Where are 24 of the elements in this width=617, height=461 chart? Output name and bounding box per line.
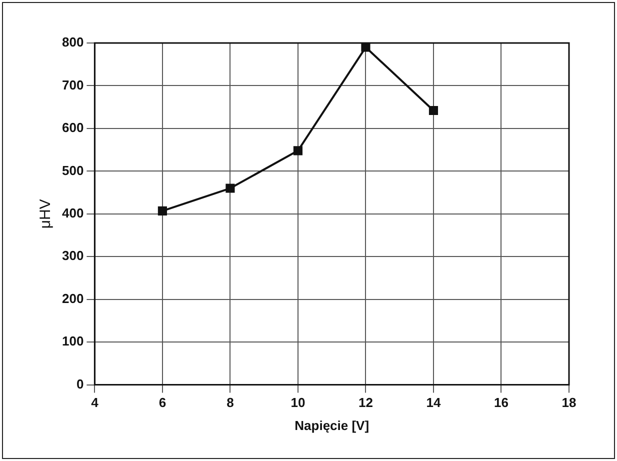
y-tick-label: 800 [62, 34, 84, 50]
x-tick-label: 16 [494, 395, 508, 410]
point [361, 43, 370, 52]
x-tick-label: 4 [91, 395, 100, 410]
point [428, 106, 438, 116]
point [158, 206, 167, 216]
y-tick-label: 500 [62, 162, 84, 178]
y-tick-label: 600 [62, 120, 84, 136]
y-tick-label: 300 [62, 248, 84, 264]
x-tick-label: 6 [158, 395, 166, 410]
y-tick-label: 700 [62, 77, 84, 92]
x-tick-label: 18 [562, 395, 576, 410]
x-tick-label: 14 [426, 395, 442, 410]
y-tick-label: 200 [62, 290, 84, 306]
y-tick-label: 100 [62, 334, 84, 349]
x-tick-label: 8 [226, 395, 234, 410]
point [226, 184, 235, 193]
y-tick-label: 0 [76, 376, 84, 392]
x-tick-label: 10 [290, 395, 306, 410]
y-axis-title: μHV [37, 199, 54, 229]
x-axis-title: Napięcie [V] [294, 418, 370, 433]
x-tick-label: 12 [358, 395, 373, 410]
y-tick-label: 400 [62, 205, 84, 220]
point [293, 146, 302, 156]
